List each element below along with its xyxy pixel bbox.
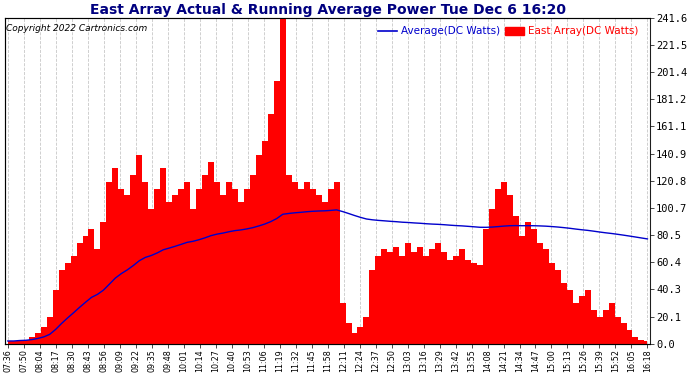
Text: Copyright 2022 Cartronics.com: Copyright 2022 Cartronics.com	[6, 24, 148, 33]
Legend: Average(DC Watts), East Array(DC Watts): Average(DC Watts), East Array(DC Watts)	[378, 26, 639, 36]
Title: East Array Actual & Running Average Power Tue Dec 6 16:20: East Array Actual & Running Average Powe…	[90, 3, 566, 17]
